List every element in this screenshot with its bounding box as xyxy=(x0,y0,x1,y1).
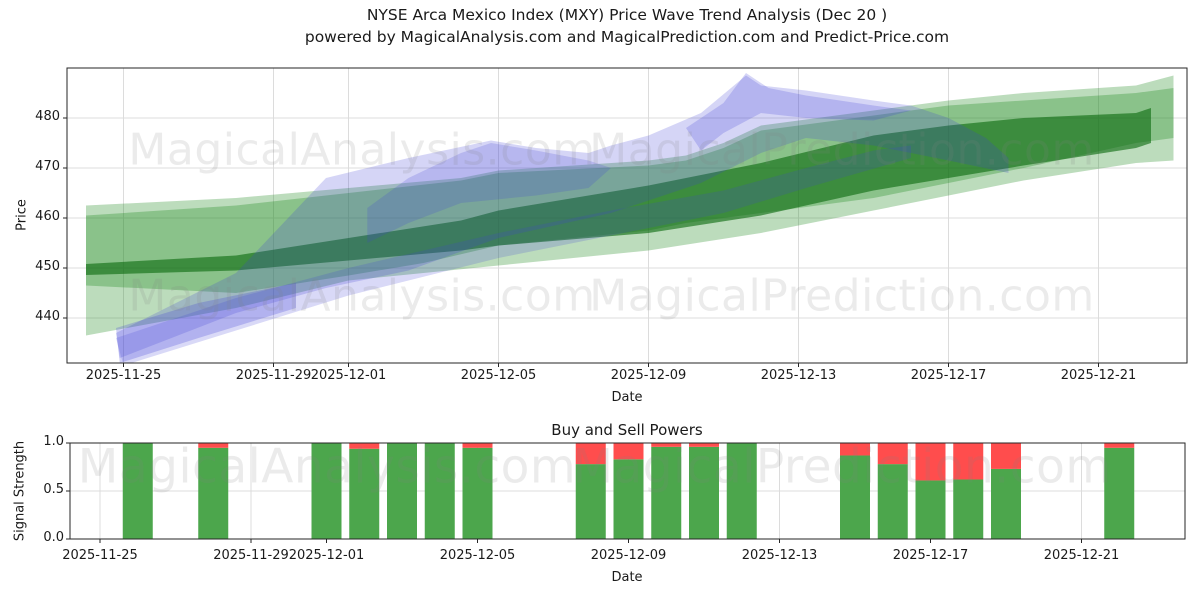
main-y-tick-label: 470 xyxy=(35,159,60,174)
blue-wave-spike xyxy=(686,73,911,151)
buy-bar xyxy=(726,443,757,539)
sell-bar xyxy=(613,443,644,460)
main-x-tick-label: 2025-12-09 xyxy=(610,368,687,383)
buy-bar xyxy=(311,443,342,539)
signal-x-tick-label: 2025-11-25 xyxy=(62,548,138,563)
figure-title-line1: NYSE Arca Mexico Index (MXY) Price Wave … xyxy=(366,6,888,24)
signal-x-tick-label: 2025-12-09 xyxy=(590,548,667,563)
signal-axis-label: Signal Strength xyxy=(12,440,28,542)
buy-bar xyxy=(877,464,908,539)
main-x-tick-label: 2025-12-17 xyxy=(910,368,987,383)
buy-bar xyxy=(349,448,380,539)
blue-wave-lower xyxy=(116,145,911,363)
sell-bar xyxy=(575,443,606,465)
buy-bar xyxy=(575,464,606,539)
sell-bar xyxy=(991,443,1021,469)
sell-bar xyxy=(840,443,870,456)
main-y-tick-label: 480 xyxy=(35,109,60,124)
sell-bar xyxy=(1104,443,1135,448)
main-x-tick-label: 2025-12-01 xyxy=(310,368,387,383)
signal-x-tick-label: 2025-12-01 xyxy=(288,548,365,563)
buy-bar xyxy=(915,480,946,539)
axes-spines xyxy=(63,67,1188,543)
buy-bar xyxy=(991,468,1021,539)
buy-bar xyxy=(387,443,417,539)
main-x-tick-label: 2025-12-21 xyxy=(1060,368,1137,383)
figure-title-line2: powered by MagicalAnalysis.com and Magic… xyxy=(304,28,950,46)
signal-x-tick-label: 2025-11-29 xyxy=(213,548,289,563)
signal-y-tick-label: 0.0 xyxy=(43,530,64,545)
main-y-tick-label: 460 xyxy=(35,209,60,224)
sell-bar xyxy=(651,443,682,447)
main-x-tick-label: 2025-11-29 xyxy=(235,368,312,383)
blue-wave-main xyxy=(116,75,1009,358)
main-y-tick-label: 440 xyxy=(35,309,60,324)
signal-chart-title: Buy and Sell Powers xyxy=(551,421,703,439)
signal-date-axis-label: Date xyxy=(611,570,643,585)
sell-bar xyxy=(953,443,984,480)
main-x-tick-label: 2025-12-05 xyxy=(460,368,537,383)
signal-x-tick-label: 2025-12-13 xyxy=(741,548,818,563)
sell-bar xyxy=(349,443,380,449)
signal-x-tick-label: 2025-12-21 xyxy=(1043,548,1120,563)
sell-bar xyxy=(689,443,719,447)
signal-y-tick-label: 1.0 xyxy=(43,434,64,449)
sell-bar xyxy=(198,443,229,448)
buy-bar xyxy=(462,447,493,539)
main-y-tick-label: 450 xyxy=(35,259,60,274)
buy-bar xyxy=(198,447,229,539)
signal-bars xyxy=(122,443,1135,539)
green-trend-core xyxy=(86,108,1151,275)
signal-y-tick-label: 0.5 xyxy=(43,482,64,497)
blue-wave-origin xyxy=(116,283,296,363)
sell-bar xyxy=(877,443,908,465)
sell-bar xyxy=(462,443,493,448)
buy-bar xyxy=(689,446,719,539)
buy-bar xyxy=(424,443,455,539)
main-date-axis-label: Date xyxy=(611,390,643,405)
blue-wave-midpeak xyxy=(367,143,611,243)
main-x-tick-label: 2025-12-13 xyxy=(760,368,837,383)
buy-bar xyxy=(651,446,682,539)
buy-bar xyxy=(1104,447,1135,539)
buy-bar xyxy=(840,455,870,539)
buy-bar xyxy=(122,443,153,539)
main-x-tick-label: 2025-11-25 xyxy=(85,368,162,383)
sell-bar xyxy=(915,443,946,481)
signal-x-tick-label: 2025-12-17 xyxy=(892,548,969,563)
price-wave-bands xyxy=(86,73,1174,363)
signal-x-tick-label: 2025-12-05 xyxy=(439,548,516,563)
buy-bar xyxy=(613,459,644,539)
buy-bar xyxy=(953,479,984,539)
